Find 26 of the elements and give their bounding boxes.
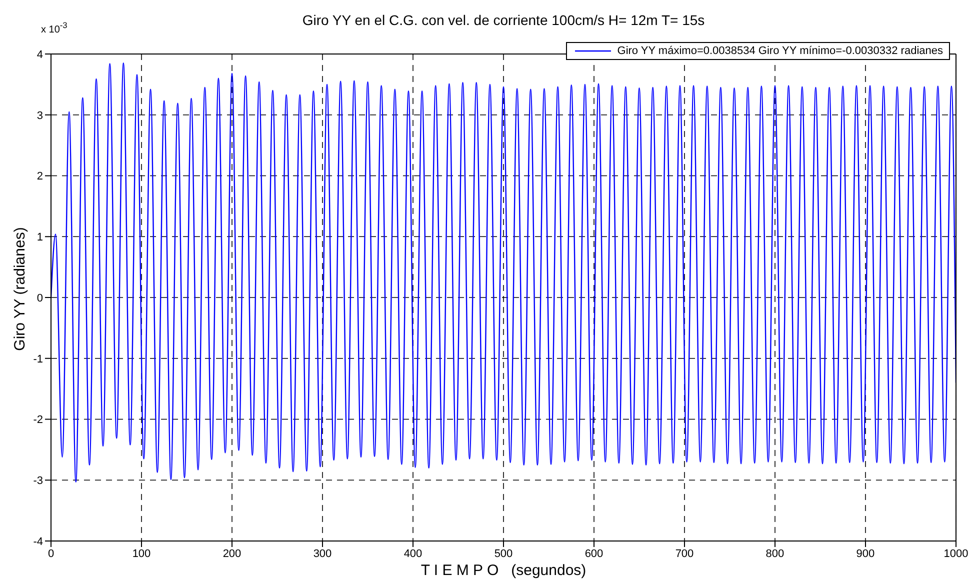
x-tick-label: 900 bbox=[856, 548, 875, 560]
x-tick-label: 300 bbox=[313, 548, 332, 560]
y-tick-label: -4 bbox=[33, 536, 43, 548]
line-series bbox=[51, 62, 956, 483]
x-tick-label: 700 bbox=[675, 548, 694, 560]
y-tick-label: 1 bbox=[36, 232, 43, 244]
y-tick-label: 2 bbox=[36, 170, 43, 183]
legend-label: Giro YY máximo=0.0038534 Giro YY mínimo=-0.0030332 radianes bbox=[617, 45, 943, 57]
x-tick-label: 200 bbox=[222, 548, 242, 560]
y-tick-label: -3 bbox=[33, 475, 43, 488]
x-tick-label: 100 bbox=[132, 548, 151, 560]
y-tick-label: -2 bbox=[33, 414, 43, 426]
x-tick-label: 600 bbox=[584, 548, 604, 560]
x-tick-label: 400 bbox=[404, 548, 422, 560]
x-tick-label: 1000 bbox=[944, 548, 968, 560]
y-tick-label: 0 bbox=[36, 292, 43, 304]
x-axis-title: T I E M P O (segundos) bbox=[420, 562, 588, 579]
x-tick-label: 500 bbox=[494, 548, 513, 560]
text: x 10$^{-3}$ bbox=[41, 20, 68, 36]
y-tick-label: 3 bbox=[36, 110, 43, 122]
chart-title: Giro YY en el C.G. con vel. de corriente 100cm/s H= 12m T= 15s bbox=[302, 12, 705, 28]
x-tick-label: 800 bbox=[766, 548, 784, 560]
y-tick-label: 4 bbox=[36, 48, 43, 61]
x-tick-label: 0 bbox=[48, 548, 54, 560]
y-axis-title: Giro YY (radianes) bbox=[12, 226, 28, 350]
y-tick-label: -1 bbox=[33, 353, 43, 366]
